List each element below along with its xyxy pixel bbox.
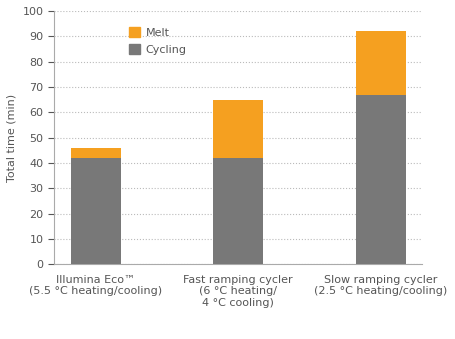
Bar: [71, 158, 120, 264]
Bar: [213, 100, 263, 158]
Y-axis label: Total time (min): Total time (min): [7, 94, 17, 182]
Bar: [213, 158, 263, 264]
Bar: [355, 95, 405, 264]
Bar: [71, 148, 120, 158]
Bar: [355, 31, 405, 95]
Legend: Melt, Cycling: Melt, Cycling: [126, 24, 190, 58]
